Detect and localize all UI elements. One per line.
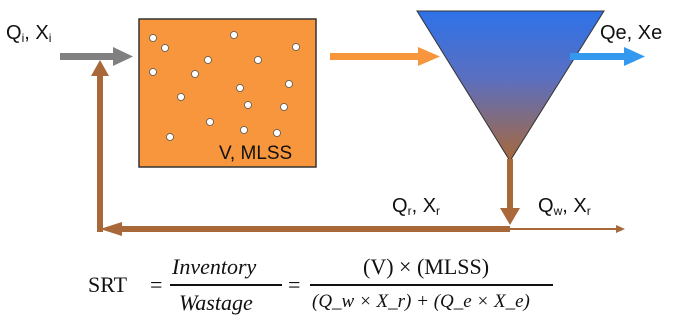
influent-arrow xyxy=(60,47,133,66)
wastage-x: X xyxy=(573,195,586,217)
formula-equals-2: = xyxy=(288,274,300,296)
recycle-x: X xyxy=(423,195,436,217)
particle xyxy=(167,134,174,141)
recycle-return-arrow xyxy=(91,60,109,232)
wastage-x-sub: r xyxy=(587,204,591,218)
particle xyxy=(293,44,300,51)
underflow-arrow xyxy=(500,159,520,225)
particle xyxy=(162,45,169,52)
fraction-bar-2 xyxy=(310,284,553,286)
clarifier xyxy=(417,11,604,161)
formula-num-1: Inventory xyxy=(172,256,256,278)
effluent-arrow xyxy=(570,47,645,66)
particle xyxy=(237,85,244,92)
tank-label: V, MLSS xyxy=(219,144,292,163)
particle xyxy=(150,35,157,42)
influent-label: Qi, Xi xyxy=(6,23,51,44)
particle xyxy=(205,57,212,64)
influent-x: X xyxy=(35,22,48,44)
formula-num-2: (V) × (MLSS) xyxy=(363,256,489,278)
particle xyxy=(245,102,252,109)
recycle-label: Qr, Xr xyxy=(392,196,440,217)
particle xyxy=(207,119,214,126)
fraction-bar-1 xyxy=(170,284,282,286)
wastage-q-sub: w xyxy=(554,204,563,218)
formula-lhs: SRT xyxy=(88,274,127,296)
recycle-x-sub: r xyxy=(436,204,440,218)
recycle-q: Q xyxy=(392,195,408,217)
wastage-q: Q xyxy=(538,195,554,217)
recycle-line xyxy=(100,222,510,236)
particle xyxy=(231,32,238,39)
particle xyxy=(150,69,157,76)
particle xyxy=(192,71,199,78)
particle xyxy=(274,130,281,137)
wastage-label: Qw, Xr xyxy=(538,196,591,217)
influent-x-sub: i xyxy=(49,31,52,45)
particle xyxy=(255,57,262,64)
particle xyxy=(286,81,293,88)
formula-den-1: Wastage xyxy=(179,292,253,314)
srt-formula: SRT = Inventory Wastage = (V) × (MLSS) (… xyxy=(0,250,679,316)
feed-arrow xyxy=(330,47,440,66)
formula-equals-1: = xyxy=(150,274,162,296)
particle xyxy=(241,127,248,134)
wastage-arrow xyxy=(510,225,625,233)
influent-q: Q xyxy=(6,22,22,44)
particle xyxy=(178,94,185,101)
particle xyxy=(281,104,288,111)
formula-den-2: (Q_w × X_r) + (Q_e × X_e) xyxy=(312,292,530,311)
effluent-label: Qe, Xe xyxy=(600,23,662,43)
